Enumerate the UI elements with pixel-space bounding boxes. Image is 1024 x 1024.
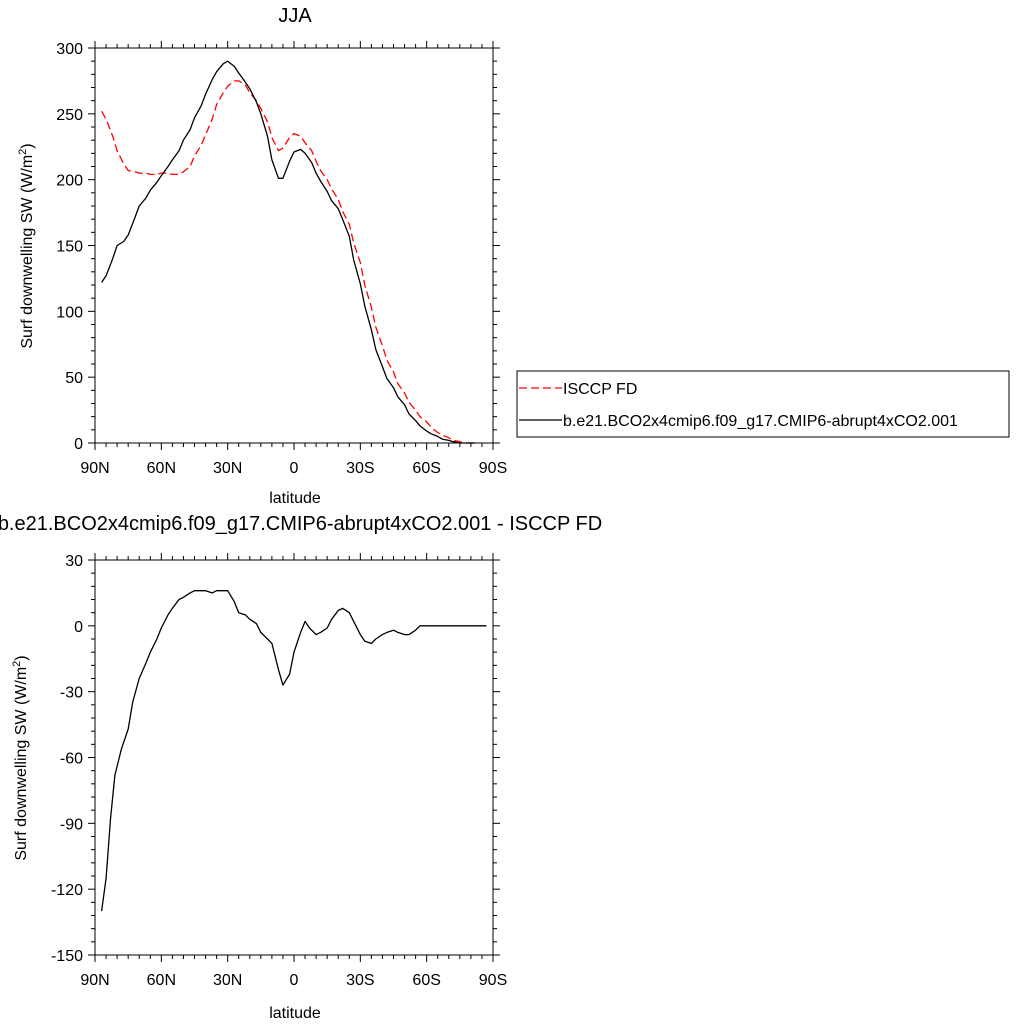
bottom-x-tick-label: 60N (147, 972, 176, 989)
top-y-tick-label: 100 (56, 304, 83, 321)
top-x-tick-label: 0 (290, 460, 299, 477)
bottom-y-tick-label: -60 (60, 751, 83, 768)
top-x-axis-label: latitude (269, 490, 321, 507)
bottom-y-axis-label-end: ) (13, 655, 30, 660)
top-y-axis-label-sup: 2 (17, 149, 29, 155)
bottom-chart-title: b.e21.BCO2x4cmip6.f09_g17.CMIP6-abrupt4x… (0, 513, 602, 535)
bottom-series-line-difference (100, 590, 487, 912)
top-y-tick-label: 300 (56, 41, 83, 58)
legend: ISCCP FD b.e21.BCO2x4cmip6.f09_g17.CMIP6… (516, 370, 1010, 438)
top-series-line-model (101, 60, 476, 444)
bottom-y-tick-labels: -150 -120 -90 -60 -30 0 30 (51, 553, 83, 965)
top-chart-title: JJA (278, 5, 312, 27)
top-y-tick-label: 50 (65, 370, 83, 387)
top-series-group (101, 60, 476, 444)
bottom-panel: b.e21.BCO2x4cmip6.f09_g17.CMIP6-abrupt4x… (0, 513, 602, 1022)
bottom-x-axis-label: latitude (269, 1005, 321, 1022)
bottom-y-axis-label-main: Surf downwelling SW (W/m (13, 667, 30, 861)
bottom-ticks (88, 553, 500, 962)
top-y-axis-label-main: Surf downwelling SW (W/m (19, 155, 36, 349)
top-y-tick-label: 0 (74, 436, 83, 453)
bottom-x-tick-label: 90N (80, 972, 109, 989)
top-x-tick-label: 90N (80, 460, 109, 477)
legend-label-model: b.e21.BCO2x4cmip6.f09_g17.CMIP6-abrupt4x… (563, 413, 958, 430)
bottom-series-group (100, 590, 487, 912)
bottom-x-tick-label: 90S (479, 972, 507, 989)
top-series-line-isccp (101, 80, 476, 444)
bottom-y-tick-label: -30 (60, 685, 83, 702)
bottom-x-tick-label: 0 (290, 972, 299, 989)
top-x-tick-labels: 90N 60N 30N 0 30S 60S 90S (80, 460, 507, 477)
top-y-axis-label-end: ) (19, 143, 36, 148)
top-x-tick-label: 30S (346, 460, 374, 477)
legend-label-isccp: ISCCP FD (563, 381, 637, 398)
bottom-x-tick-label: 30S (346, 972, 374, 989)
top-x-tick-label: 60S (412, 460, 440, 477)
bottom-x-tick-label: 60S (412, 972, 440, 989)
bottom-y-tick-label: -120 (51, 882, 83, 899)
top-x-tick-label: 60N (147, 460, 176, 477)
top-x-tick-label: 90S (479, 460, 507, 477)
top-y-axis-label: Surf downwelling SW (W/m2) (17, 143, 36, 348)
bottom-x-tick-label: 30N (213, 972, 242, 989)
top-plot-frame (94, 47, 494, 444)
top-y-tick-label: 150 (56, 239, 83, 256)
bottom-y-tick-label: -90 (60, 816, 83, 833)
bottom-y-tick-label: 0 (74, 619, 83, 636)
top-y-tick-labels: 0 50 100 150 200 250 300 (56, 41, 83, 453)
top-y-tick-label: 250 (56, 107, 83, 124)
bottom-y-axis-label: Surf downwelling SW (W/m2) (11, 655, 30, 860)
bottom-y-tick-label: -150 (51, 948, 83, 965)
legend-box (516, 370, 1010, 438)
bottom-plot-frame (94, 559, 494, 956)
top-y-tick-label: 200 (56, 173, 83, 190)
top-ticks (88, 41, 500, 450)
top-x-tick-label: 30N (213, 460, 242, 477)
bottom-y-axis-label-sup: 2 (11, 661, 23, 667)
bottom-y-tick-label: 30 (65, 553, 83, 570)
bottom-x-tick-labels: 90N 60N 30N 0 30S 60S 90S (80, 972, 507, 989)
